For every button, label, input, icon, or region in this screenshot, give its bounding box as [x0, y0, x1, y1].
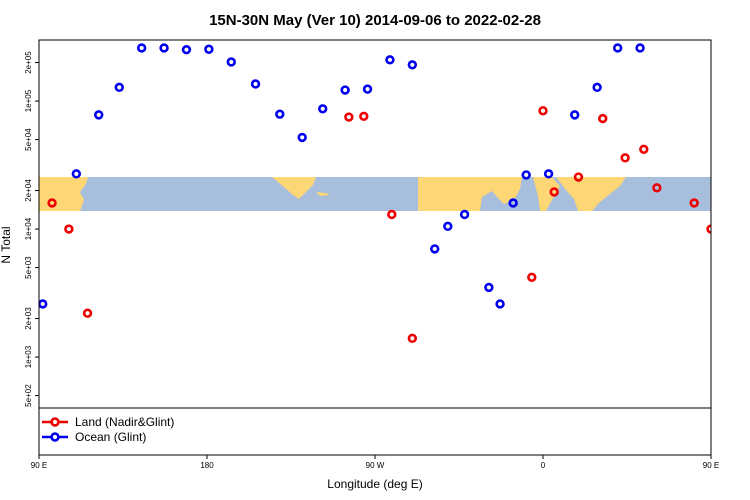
point-land [549, 187, 559, 197]
point-land [620, 153, 630, 163]
point-land [387, 209, 397, 220]
point-ocean [612, 43, 623, 53]
point-ocean [297, 132, 307, 143]
point-ocean [136, 43, 147, 53]
y-tick-label: 5e+04 [24, 128, 33, 151]
point-ocean [459, 209, 470, 220]
point-ocean [484, 282, 494, 293]
legend-marker [50, 432, 60, 442]
map-land-africa-arabia [418, 177, 522, 211]
point-ocean [114, 82, 124, 93]
point-ocean [318, 104, 328, 114]
y-axis-label: N Total [0, 226, 13, 263]
point-ocean [570, 110, 580, 120]
map-land-indochina [556, 177, 626, 211]
point-ocean [495, 299, 505, 309]
x-tick-label: 90 E [703, 461, 719, 470]
point-land [652, 183, 662, 193]
y-tick-label: 2e+04 [24, 179, 33, 202]
point-land [82, 308, 93, 318]
point-land [689, 198, 699, 208]
point-land [47, 198, 57, 208]
point-land [573, 172, 584, 182]
x-axis-label: Longitude (deg E) [327, 477, 422, 491]
point-ocean [443, 221, 453, 232]
point-land [598, 113, 608, 124]
map-land-india [533, 177, 560, 211]
y-tick-label: 2e+05 [24, 51, 33, 74]
point-land [204, 432, 211, 439]
point-ocean [275, 109, 285, 119]
point-ocean [181, 44, 192, 55]
legend-box [38, 407, 712, 456]
point-land [359, 111, 369, 122]
point-ocean [430, 244, 440, 254]
point-ocean [159, 43, 169, 53]
chart-title: 15N-30N May (Ver 10) 2014-09-06 to 2022-… [209, 12, 541, 29]
y-tick-label: 5e+03 [24, 256, 33, 279]
map-land-cuba [316, 192, 330, 196]
point-ocean [385, 55, 395, 65]
point-land [538, 106, 548, 116]
point-ocean [39, 299, 48, 309]
map-land-asia-west [39, 177, 88, 211]
point-ocean [362, 84, 373, 94]
point-ocean [407, 60, 418, 70]
point-ocean [94, 110, 104, 120]
point-land [344, 112, 354, 122]
point-ocean [521, 170, 531, 180]
map-land-mexico [272, 177, 316, 199]
y-tick-label: 1e+04 [24, 217, 33, 240]
point-ocean [543, 169, 554, 179]
map-strip [39, 177, 711, 211]
x-tick-label: 90 W [366, 461, 385, 470]
legend-marker [50, 417, 60, 427]
point-land [639, 144, 649, 154]
x-tick-label: 180 [200, 461, 214, 470]
point-ocean [508, 198, 518, 208]
point-ocean [340, 85, 350, 95]
point-land [64, 224, 74, 234]
point-land [407, 333, 418, 344]
legend-label: Ocean (Glint) [75, 430, 146, 444]
x-tick-label: 90 E [31, 461, 47, 470]
point-ocean [204, 44, 214, 54]
y-tick-label: 1e+03 [24, 345, 33, 368]
point-ocean [71, 169, 82, 179]
point-ocean [250, 79, 261, 89]
point-ocean [592, 82, 602, 93]
y-tick-label: 2e+03 [24, 307, 33, 330]
point-land [724, 310, 731, 317]
x-tick-label: 0 [541, 461, 546, 470]
point-ocean [226, 57, 236, 67]
y-tick-label: 5e+02 [24, 384, 33, 407]
point-land [527, 272, 537, 282]
point-ocean [635, 43, 645, 53]
y-tick-label: 1e+05 [24, 89, 33, 112]
legend-label: Land (Nadir&Glint) [75, 415, 174, 429]
plot-frame [38, 39, 712, 409]
